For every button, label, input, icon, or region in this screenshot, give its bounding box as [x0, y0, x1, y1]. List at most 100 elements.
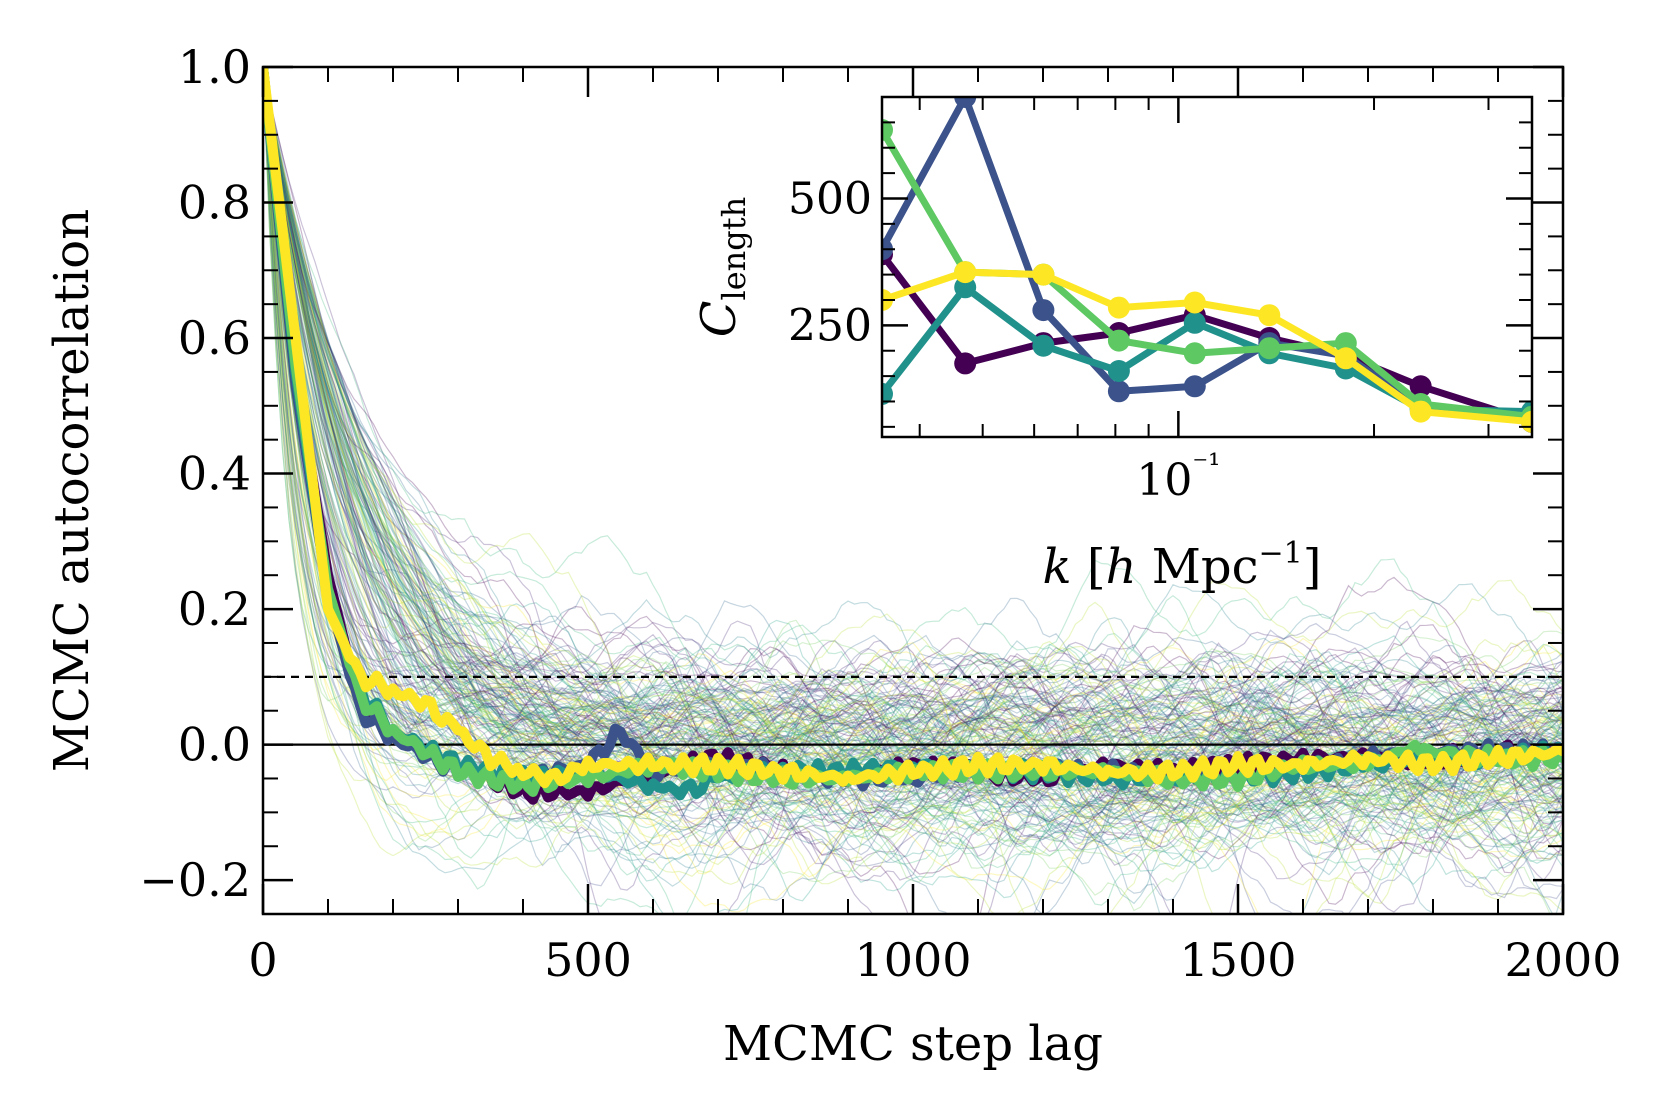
- background-chain-line: [263, 67, 1563, 831]
- background-chain-line: [263, 67, 1563, 854]
- background-chain-line: [263, 67, 1563, 773]
- y-tick-label: 0.2: [178, 582, 251, 636]
- inset-y-tick-label: 250: [788, 300, 872, 351]
- background-chain-line: [263, 67, 1563, 761]
- background-chain-line: [263, 67, 1554, 914]
- background-chain-line: [263, 67, 1563, 850]
- inset-x-axis-label: k [h Mpc−1]: [1043, 536, 1322, 595]
- background-chain-line: [263, 67, 1563, 851]
- inset-point-k4: [882, 119, 893, 141]
- inset-point-k2: [1032, 299, 1055, 322]
- background-chain-line: [263, 67, 1563, 844]
- background-chain-line: [263, 67, 1563, 914]
- background-chain-line: [263, 67, 1563, 890]
- background-chain-line: [263, 67, 1563, 850]
- inset-point-k4: [1334, 332, 1357, 355]
- inset-point-k3: [954, 276, 977, 299]
- inset-point-k5: [954, 261, 977, 284]
- background-chain-line: [263, 67, 1563, 754]
- background-chain-line: [263, 67, 1563, 874]
- background-chain-line: [263, 67, 1563, 822]
- background-chain-line: [263, 67, 1563, 830]
- background-chain-line: [263, 67, 1563, 820]
- background-chain-line: [263, 67, 1563, 837]
- y-tick-label: 0.6: [178, 311, 251, 365]
- background-chain-line: [263, 67, 1563, 794]
- inset-point-k3: [1032, 334, 1055, 357]
- background-chain-line: [263, 67, 1563, 791]
- background-chain-line: [263, 67, 1563, 837]
- background-chain-line: [263, 67, 1563, 809]
- background-chain-line: [263, 67, 1563, 857]
- background-chain-line: [263, 67, 1563, 799]
- background-chain-line: [263, 67, 1563, 799]
- background-chain-line: [263, 67, 1563, 801]
- background-chain-line: [263, 67, 1563, 851]
- background-chain-line: [263, 67, 1563, 793]
- inset-point-k2: [954, 97, 977, 108]
- inset-background: [882, 97, 1532, 437]
- background-chain-line: [263, 67, 1563, 882]
- background-chain-line: [263, 67, 1563, 791]
- background-chain-line: [263, 67, 1563, 752]
- inset-point-k5: [1258, 304, 1281, 327]
- background-chain-line: [263, 67, 1563, 748]
- background-chain-line: [263, 67, 1563, 818]
- background-chain-line: [263, 67, 1563, 782]
- background-chain-line: [263, 67, 1563, 786]
- x-tick-label: 2000: [1504, 933, 1621, 987]
- background-chain-line: [263, 67, 1563, 912]
- background-chain-line: [263, 67, 1563, 873]
- background-chain-line: [263, 67, 1563, 789]
- background-chain-line: [263, 67, 1563, 743]
- x-axis-label: MCMC step lag: [723, 1016, 1103, 1072]
- inset-point-k4: [1107, 329, 1130, 352]
- background-chain-line: [263, 67, 1563, 914]
- inset-point-k2: [1183, 375, 1206, 398]
- background-chain-line: [263, 67, 1563, 850]
- inset-point-k5: [1183, 291, 1206, 314]
- inset-point-k1: [954, 352, 977, 375]
- inset-point-k3: [1183, 311, 1206, 334]
- inset-series-group: [882, 97, 1532, 433]
- background-chain-line: [263, 67, 1563, 787]
- background-chain-line: [263, 67, 1563, 767]
- background-chain-line: [263, 67, 1563, 832]
- background-chain-line: [263, 67, 1563, 892]
- background-chain-line: [263, 67, 1563, 874]
- background-chain-line: [263, 67, 1563, 851]
- background-chain-line: [263, 67, 1563, 914]
- inset-point-k3: [1107, 360, 1130, 382]
- background-chain-line: [263, 67, 1563, 885]
- inset-point-k5: [1409, 400, 1432, 423]
- x-tick-label: 0: [248, 933, 277, 987]
- background-chain-line: [263, 67, 1563, 860]
- background-chain-line: [263, 67, 1563, 876]
- background-chain-line: [263, 67, 1563, 859]
- background-chain-line: [263, 67, 1563, 764]
- background-chain-line: [263, 67, 1563, 816]
- inset-y-axis-label: Clength: [691, 197, 753, 337]
- background-chain-line: [263, 67, 1563, 820]
- background-chain-line: [263, 67, 1563, 867]
- background-chain-line: [263, 67, 1563, 875]
- background-chains: [263, 67, 1563, 914]
- y-tick-label: 1.0: [178, 40, 251, 94]
- background-chain-line: [263, 67, 1563, 838]
- background-chain-line: [263, 67, 1563, 770]
- background-chain-line: [263, 67, 1563, 792]
- inset-point-k4: [1183, 342, 1206, 365]
- background-chain-line: [263, 67, 1563, 754]
- background-chain-line: [263, 67, 1563, 851]
- background-chain-line: [263, 68, 1563, 902]
- y-axis-label: MCMC autocorrelation: [44, 209, 100, 772]
- inset-point-k1: [1409, 375, 1432, 398]
- background-chain-line: [263, 67, 1563, 866]
- background-chain-line: [263, 67, 1563, 914]
- background-chain-line: [263, 67, 1563, 823]
- background-chain-line: [263, 67, 1563, 774]
- background-chain-line: [263, 67, 1563, 914]
- background-chain-line: [263, 67, 1563, 772]
- background-chain-line: [263, 67, 1563, 774]
- background-chain-line: [263, 67, 1563, 854]
